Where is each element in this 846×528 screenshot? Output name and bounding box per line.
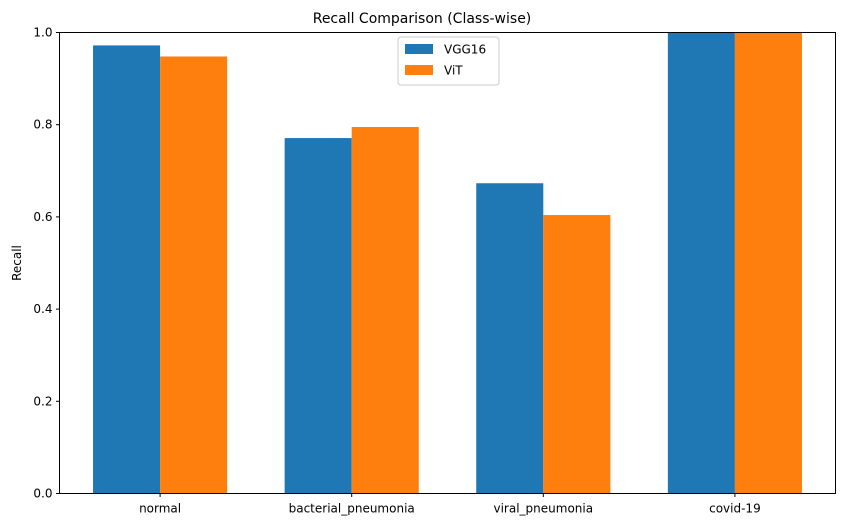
x-tick-label: normal	[139, 502, 181, 516]
bar-vit-normal	[160, 56, 228, 494]
bar-vgg16-viral-pneumonia	[476, 183, 544, 494]
legend-swatch-vit	[405, 65, 433, 75]
y-tick-label: 0.6	[33, 210, 52, 224]
y-axis-label: Recall	[10, 245, 24, 281]
bar-vgg16-normal	[93, 45, 161, 494]
y-tick-label: 0.8	[33, 118, 52, 132]
y-axis-ticks: 0.0 0.2 0.4 0.6 0.8 1.0	[33, 26, 60, 501]
y-tick-label: 1.0	[33, 26, 52, 40]
x-tick-label: covid-19	[709, 502, 761, 516]
plot-frame	[59, 32, 836, 494]
legend-swatch-vgg16	[405, 44, 433, 54]
x-tick-label: viral_pneumonia	[494, 502, 594, 516]
bar-vgg16-bacterial-pneumonia	[284, 138, 352, 494]
x-tick-label: bacterial_pneumonia	[289, 502, 415, 516]
legend: VGG16 ViT	[397, 36, 500, 86]
legend-label-vit: ViT	[444, 64, 463, 78]
y-tick-label: 0.0	[33, 487, 52, 501]
y-tick-label: 0.2	[33, 394, 52, 408]
bar-vgg16-covid-19	[667, 32, 735, 494]
bars-group	[93, 32, 802, 494]
x-axis-ticks: normal bacterial_pneumonia viral_pneumonia…	[139, 493, 761, 516]
bar-vit-bacterial-pneumonia	[351, 127, 419, 494]
legend-label-vgg16: VGG16	[444, 43, 486, 57]
bar-vit-covid-19	[734, 32, 802, 494]
y-tick-label: 0.4	[33, 302, 52, 316]
bar-vit-viral-pneumonia	[543, 215, 611, 494]
chart-title: Recall Comparison (Class-wise)	[313, 11, 532, 27]
